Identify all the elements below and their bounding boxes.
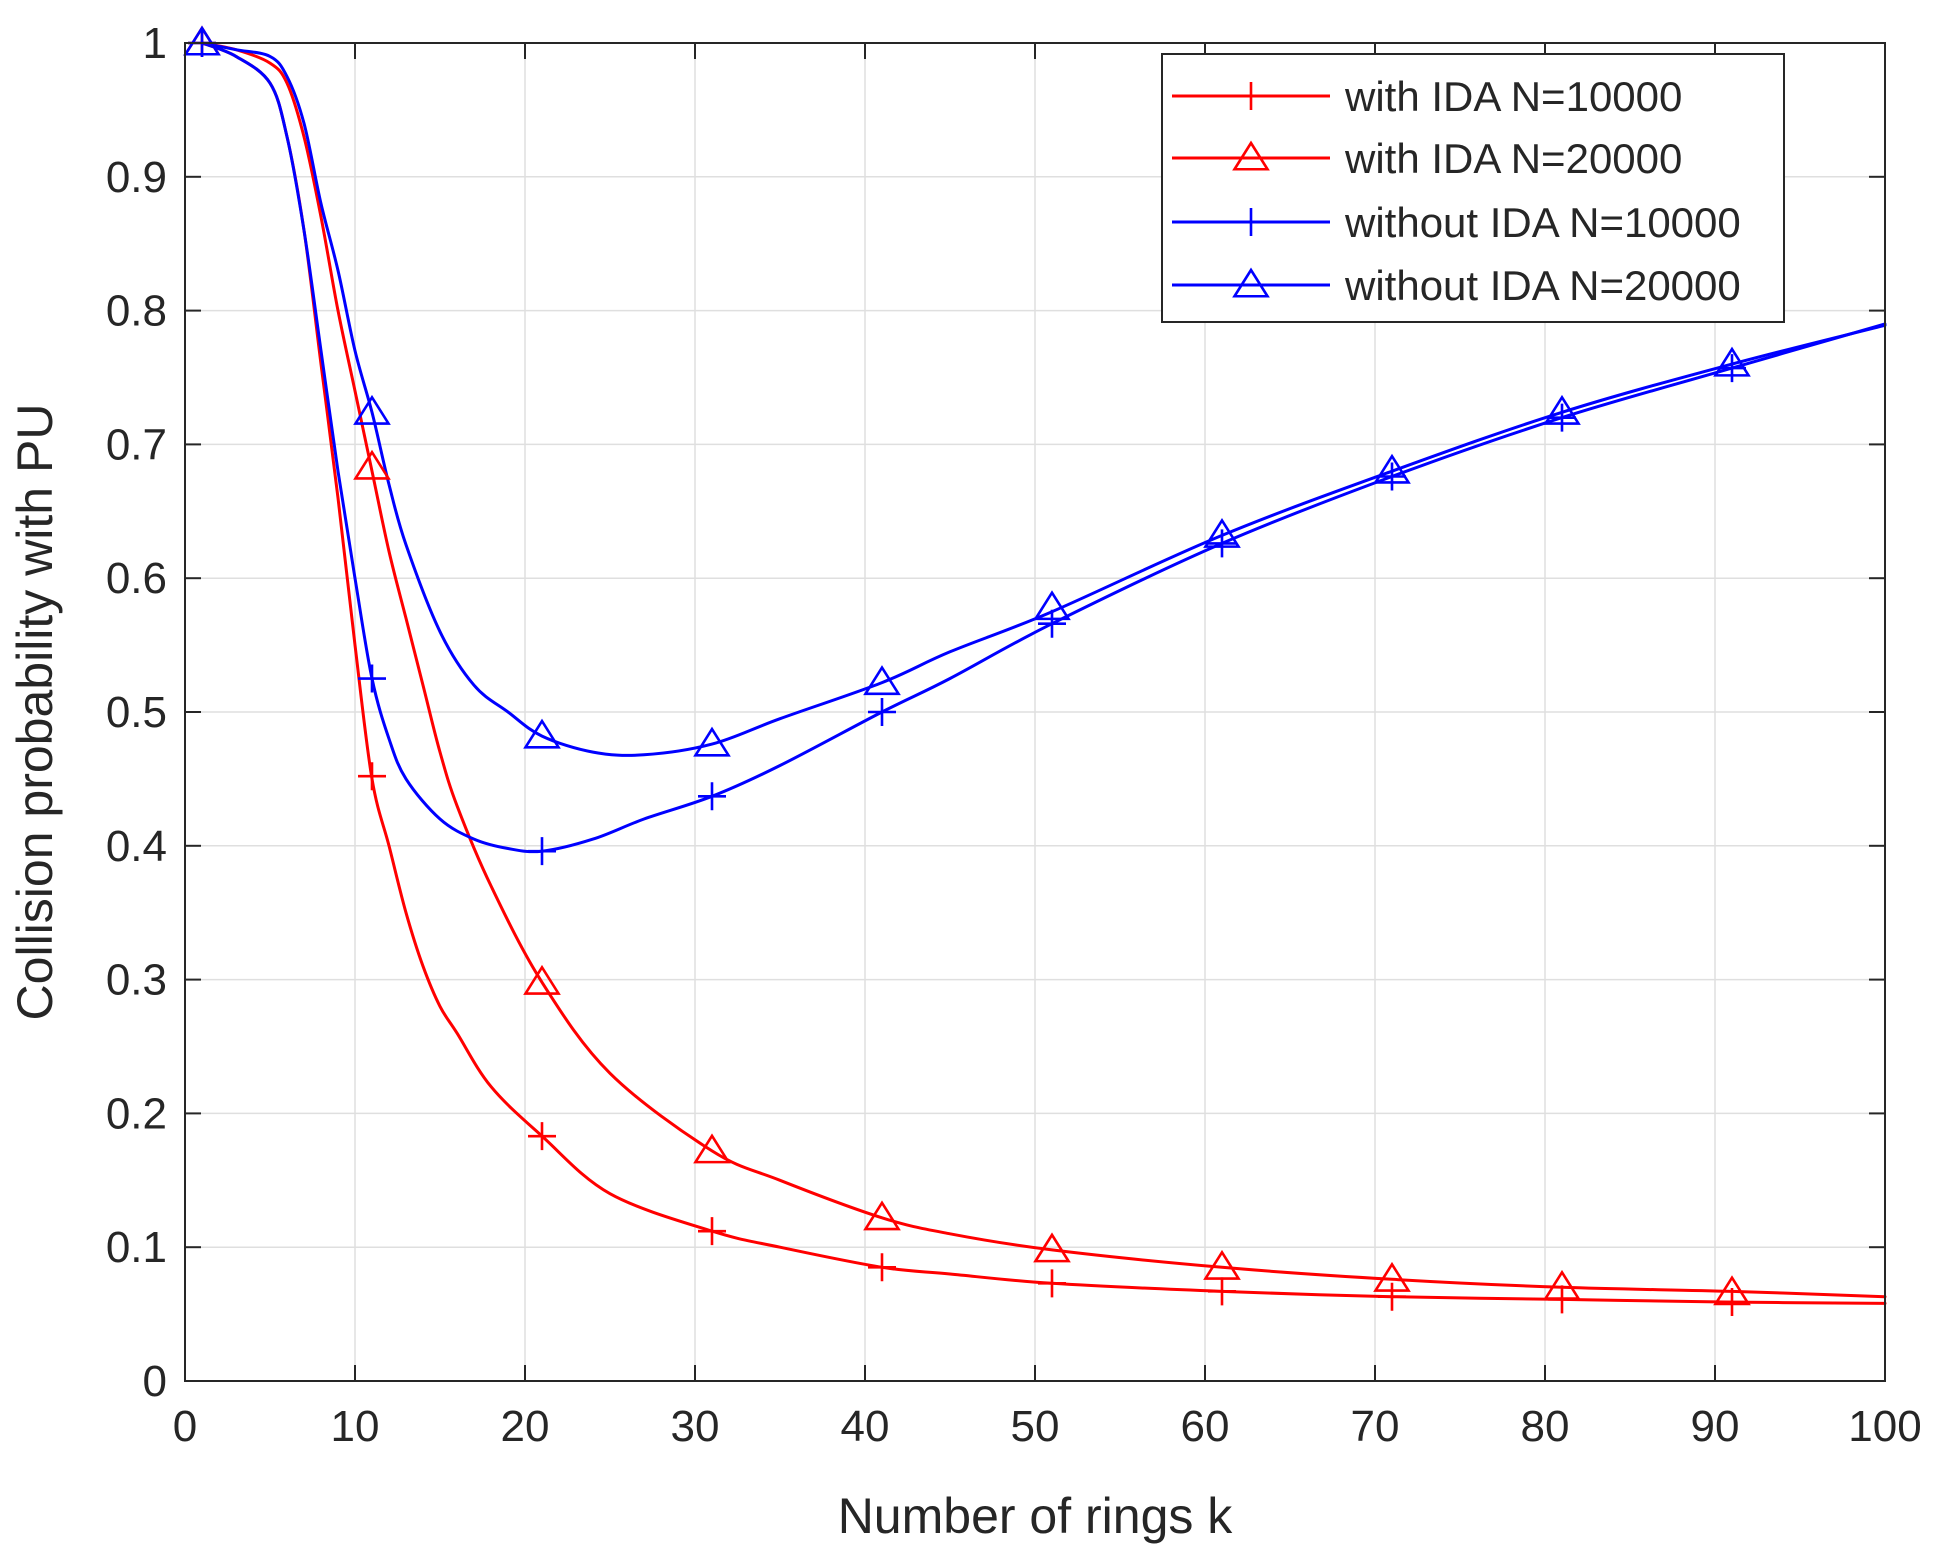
y-tick-label: 0.6 (106, 554, 167, 603)
data-point-without-ida-n-10000 (528, 837, 556, 866)
x-tick-label: 60 (1181, 1402, 1230, 1451)
y-tick-label: 0.2 (106, 1089, 167, 1138)
data-point-without-ida-n-20000 (1373, 453, 1411, 484)
data-point-without-ida-n-10000 (698, 782, 726, 811)
legend-marker-without-ida-n-10000 (1237, 208, 1265, 236)
data-point-without-ida-n-20000 (523, 718, 561, 749)
data-point-without-ida-n-20000 (1713, 346, 1751, 377)
y-axis-ticks: 0 0.1 0.2 0.3 0.4 0.5 0.6 0.7 0.8 0.9 1 (106, 19, 1885, 1406)
data-point-with-ida-n-20000 (353, 449, 391, 480)
legend-label-with-ida-n-20000: with IDA N=20000 (1344, 135, 1682, 182)
x-tick-label: 100 (1848, 1402, 1921, 1451)
data-point-without-ida-n-20000 (1033, 590, 1071, 621)
data-point-with-ida-n-10000 (358, 762, 386, 791)
data-point-without-ida-n-10000 (868, 698, 896, 726)
series-markers (183, 25, 1751, 1317)
legend-box (1161, 53, 1785, 323)
x-tick-label: 70 (1351, 1402, 1400, 1451)
data-point-without-ida-n-20000 (693, 726, 731, 757)
y-tick-label: 0.4 (106, 822, 167, 871)
y-axis-label: Collision probability with PU (7, 404, 63, 1021)
data-point-without-ida-n-10000 (1548, 403, 1576, 432)
data-point-with-ida-n-20000 (1373, 1261, 1411, 1292)
data-point-with-ida-n-20000 (1203, 1249, 1241, 1280)
legend-label-without-ida-n-20000: without IDA N=20000 (1344, 262, 1741, 309)
x-tick-label: 10 (331, 1402, 380, 1451)
y-tick-label: 1 (143, 19, 167, 68)
data-point-with-ida-n-10000 (868, 1253, 896, 1282)
x-tick-label: 30 (671, 1402, 720, 1451)
data-point-with-ida-n-10000 (698, 1217, 726, 1246)
x-tick-label: 50 (1011, 1402, 1060, 1451)
legend-label-with-ida-n-10000: with IDA N=10000 (1344, 73, 1682, 120)
data-point-with-ida-n-20000 (1713, 1275, 1751, 1306)
x-tick-label: 40 (841, 1402, 890, 1451)
data-point-without-ida-n-20000 (353, 394, 391, 425)
data-point-with-ida-n-10000 (1378, 1282, 1406, 1311)
data-point-without-ida-n-20000 (183, 25, 221, 56)
series-line-with-ida-n-10000 (200, 41, 1887, 1305)
data-point-with-ida-n-20000 (863, 1200, 901, 1231)
data-point-without-ida-n-20000 (863, 665, 901, 696)
x-axis-ticks: 0 10 20 30 40 50 60 70 80 90 100 (173, 43, 1922, 1451)
data-point-with-ida-n-20000 (1033, 1232, 1071, 1263)
data-point-without-ida-n-10000 (1718, 354, 1746, 383)
data-point-without-ida-n-10000 (1038, 609, 1066, 638)
legend-marker-without-ida-n-20000 (1232, 267, 1270, 298)
data-point-with-ida-n-20000 (1543, 1269, 1581, 1300)
data-point-without-ida-n-10000 (358, 664, 386, 693)
data-point-with-ida-n-10000 (1208, 1277, 1236, 1306)
x-tick-label: 20 (501, 1402, 550, 1451)
series-line-with-ida-n-20000 (200, 41, 1887, 1299)
y-tick-label: 0.3 (106, 956, 167, 1005)
data-point-with-ida-n-10000 (1038, 1269, 1066, 1298)
data-point-without-ida-n-10000 (1208, 529, 1236, 558)
data-point-without-ida-n-10000 (1378, 462, 1406, 491)
y-tick-label: 0.7 (106, 420, 167, 469)
y-tick-label: 0 (143, 1357, 167, 1406)
legend: with IDA N=10000 with IDA N=20000 without … (1161, 53, 1785, 323)
legend-label-without-ida-n-10000: without IDA N=10000 (1344, 199, 1741, 246)
legend-marker-with-ida-n-20000 (1232, 140, 1270, 171)
data-point-without-ida-n-20000 (1543, 394, 1581, 425)
x-tick-label: 0 (173, 1402, 197, 1451)
y-tick-label: 0.8 (106, 287, 167, 336)
data-point-with-ida-n-10000 (1718, 1288, 1746, 1317)
data-point-with-ida-n-20000 (523, 964, 561, 995)
x-axis-label: Number of rings k (838, 1488, 1234, 1544)
y-tick-label: 0.9 (106, 153, 167, 202)
y-tick-label: 0.1 (106, 1223, 167, 1272)
data-point-without-ida-n-20000 (1203, 517, 1241, 548)
x-tick-label: 90 (1691, 1402, 1740, 1451)
data-point-with-ida-n-20000 (693, 1133, 731, 1164)
x-tick-label: 80 (1521, 1402, 1570, 1451)
data-point-with-ida-n-10000 (528, 1122, 556, 1151)
legend-marker-with-ida-n-10000 (1237, 82, 1265, 110)
y-tick-label: 0.5 (106, 688, 167, 737)
series-line-without-ida-n-20000 (200, 41, 1887, 757)
